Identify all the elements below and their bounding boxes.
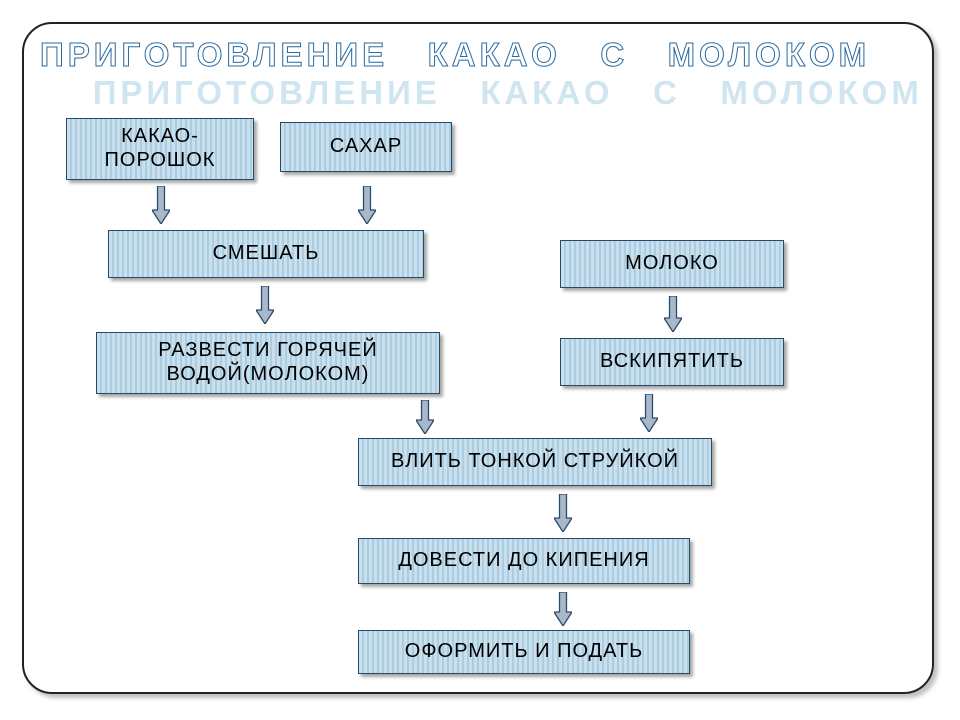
node-label: ВСКИПЯТИТЬ xyxy=(600,350,744,374)
node-boil: ВСКИПЯТИТЬ xyxy=(560,338,784,386)
node-label: КАКАО- ПОРОШОК xyxy=(105,125,216,172)
node-pour: ВЛИТЬ ТОНКОЙ СТРУЙКОЙ xyxy=(358,438,712,486)
node-sugar: САХАР xyxy=(280,122,452,172)
node-milk: МОЛОКО xyxy=(560,240,784,288)
a-mix-dilute xyxy=(256,286,274,324)
node-serve: ОФОРМИТЬ И ПОДАТЬ xyxy=(358,630,690,674)
node-bring: ДОВЕСТИ ДО КИПЕНИЯ xyxy=(358,538,690,584)
page-title-outline: ПРИГОТОВЛЕНИЕ КАКАО С МОЛОКОМ xyxy=(40,36,870,74)
node-label: ОФОРМИТЬ И ПОДАТЬ xyxy=(405,640,643,664)
node-mix: СМЕШАТЬ xyxy=(108,230,424,278)
node-label: СМЕШАТЬ xyxy=(213,242,320,266)
slide: ПРИГОТОВЛЕНИЕ КАКАО С МОЛОКОМ ПРИГОТОВЛЕ… xyxy=(0,0,960,720)
a-pour-bring xyxy=(554,494,572,532)
a-dilute-pour xyxy=(416,400,434,434)
node-label: РАЗВЕСТИ ГОРЯЧЕЙ ВОДОЙ(МОЛОКОМ) xyxy=(158,339,377,386)
a-milk-boil xyxy=(664,296,682,332)
node-label: САХАР xyxy=(330,135,402,159)
node-label: МОЛОКО xyxy=(625,252,719,276)
a-bring-serve xyxy=(554,592,572,626)
node-cocoa: КАКАО- ПОРОШОК xyxy=(66,118,254,180)
node-label: ВЛИТЬ ТОНКОЙ СТРУЙКОЙ xyxy=(391,450,679,474)
node-dilute: РАЗВЕСТИ ГОРЯЧЕЙ ВОДОЙ(МОЛОКОМ) xyxy=(96,332,440,394)
page-title-text: ПРИГОТОВЛЕНИЕ КАКАО С МОЛОКОМ xyxy=(93,74,923,111)
a-boil-pour xyxy=(640,394,658,432)
node-label: ДОВЕСТИ ДО КИПЕНИЯ xyxy=(398,549,649,573)
a-sugar-mix xyxy=(358,186,376,224)
a-cocoa-mix xyxy=(152,186,170,224)
